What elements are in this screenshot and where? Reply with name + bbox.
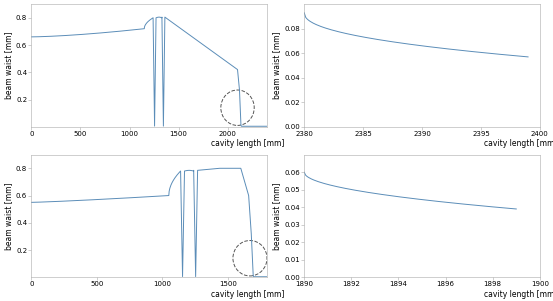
Y-axis label: beam waist [mm]: beam waist [mm] <box>4 32 13 99</box>
Y-axis label: beam waist [mm]: beam waist [mm] <box>4 182 13 250</box>
Y-axis label: beam waist [mm]: beam waist [mm] <box>273 182 281 250</box>
X-axis label: cavity length [mm]: cavity length [mm] <box>484 139 553 148</box>
X-axis label: cavity length [mm]: cavity length [mm] <box>484 290 553 299</box>
X-axis label: cavity length [mm]: cavity length [mm] <box>211 290 285 299</box>
X-axis label: cavity length [mm]: cavity length [mm] <box>211 139 285 148</box>
Y-axis label: beam waist [mm]: beam waist [mm] <box>273 32 281 99</box>
